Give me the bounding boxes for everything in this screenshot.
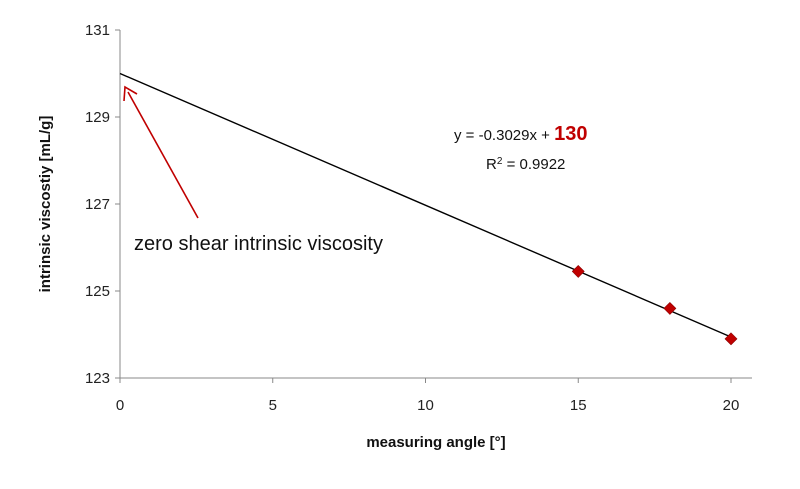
x-axis-title: measuring angle [°]	[366, 434, 505, 451]
x-tick-label: 0	[116, 397, 124, 414]
x-tick-label: 15	[570, 397, 587, 414]
x-tick-label: 10	[417, 397, 434, 414]
y-tick-label: 127	[85, 196, 110, 213]
trendline	[119, 72, 732, 338]
y-tick-label: 125	[85, 283, 110, 300]
y-axis-title: intrinsic viscostiy [mL/g]	[37, 116, 54, 293]
y-tick-label: 129	[85, 109, 110, 126]
data-point-2	[724, 332, 738, 346]
zero-shear-label: zero shear intrinsic viscosity	[134, 233, 383, 255]
axes	[119, 30, 752, 379]
y-tick-label: 131	[85, 22, 110, 39]
arrow-head	[123, 85, 138, 102]
data-point-0	[571, 265, 585, 278]
y-tick-label: 123	[85, 370, 110, 387]
y-ticks: 123 125 127 129 131	[85, 22, 120, 387]
arrow-shaft	[127, 91, 199, 219]
r2-superscript: 2	[497, 156, 503, 167]
x-tick-label: 5	[269, 397, 277, 414]
data-point-1	[663, 301, 677, 315]
x-ticks: 0 5 10 15 20	[116, 378, 740, 414]
r2-letter: R	[486, 156, 497, 173]
trendline-equation: y = -0.3029x + 130	[454, 123, 587, 145]
x-tick-label: 20	[723, 397, 740, 414]
data-points	[571, 265, 738, 346]
r-squared-label: R2 = 0.9922	[486, 156, 565, 174]
equation-intercept: 130	[554, 123, 587, 145]
equation-prefix: y = -0.3029x +	[454, 127, 554, 144]
zero-shear-arrow	[123, 85, 199, 219]
r2-value: = 0.9922	[502, 156, 565, 173]
